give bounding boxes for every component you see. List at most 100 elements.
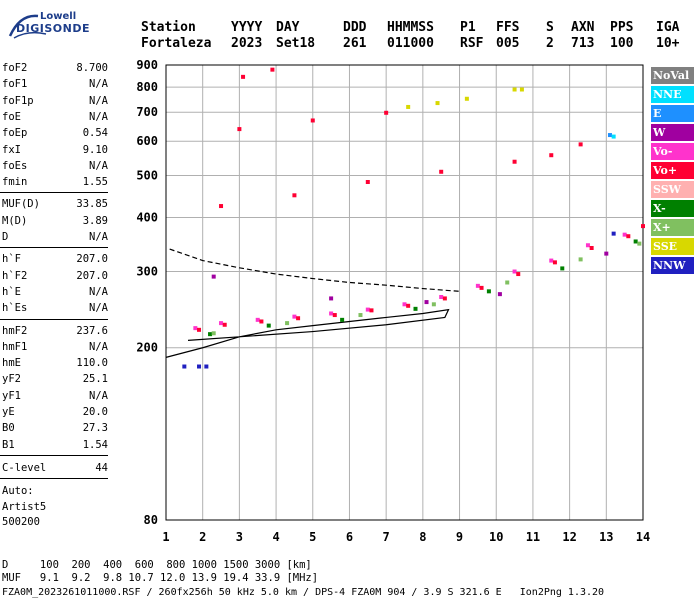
param-row: yF1 N/A [2, 389, 108, 403]
param-row: hmF2 237.6 [2, 324, 108, 338]
param-value: 110.0 [76, 357, 108, 370]
x-tick-label: 2 [199, 530, 206, 544]
header-value-3: 261 [343, 36, 367, 51]
header-value-8: 713 [571, 36, 595, 51]
param-value: 237.6 [76, 324, 108, 337]
param-row: foF1 N/A [2, 77, 108, 91]
header-label-1: YYYY [231, 20, 263, 35]
data-point-vo [479, 285, 484, 290]
param-name: h`Es [2, 302, 28, 315]
data-point-vo [310, 118, 315, 123]
param-row: yE 20.0 [2, 405, 108, 419]
data-point-w [329, 296, 334, 301]
data-point-nnw [182, 364, 187, 369]
data-point-sse [519, 87, 524, 92]
true-height-profile-line [165, 308, 450, 358]
y-tick-label: 500 [136, 168, 158, 182]
legend-item-e: E [651, 105, 694, 122]
data-point-vo [219, 321, 224, 326]
logo-line1: Lowell [40, 11, 77, 22]
data-point-vo [255, 317, 260, 322]
param-row: foE N/A [2, 110, 108, 124]
header-value-4: 011000 [387, 36, 434, 51]
data-point-vo [219, 204, 224, 209]
param-name: C-level [2, 461, 47, 474]
legend-item-x: X+ [651, 219, 694, 236]
x-tick-label: 14 [636, 530, 650, 544]
legend-item-vo: Vo+ [651, 162, 694, 179]
x-tick-label: 3 [236, 530, 243, 544]
param-row: foEp 0.54 [2, 126, 108, 140]
data-point-vo [626, 234, 631, 239]
x-tick-label: 6 [346, 530, 353, 544]
data-point-sse [512, 87, 517, 92]
param-separator [0, 454, 108, 456]
header-label-8: AXN [571, 20, 595, 35]
data-point-vo [365, 179, 370, 184]
autoscale-label: Auto: [2, 485, 34, 497]
data-point-vo [475, 283, 480, 288]
data-point-sse [464, 96, 469, 101]
x-tick-label: 9 [456, 530, 463, 544]
header-label-2: DAY [276, 20, 300, 35]
param-name: hmF1 [2, 340, 28, 353]
x-tick-label: 7 [383, 530, 390, 544]
param-row: D N/A [2, 230, 108, 244]
data-point-vo [406, 303, 411, 308]
data-point-vo [292, 193, 297, 198]
data-point-vo [512, 269, 517, 274]
data-point-x [285, 321, 290, 326]
param-name: MUF(D) [2, 198, 40, 211]
param-value: 44 [95, 461, 108, 474]
y-tick-label: 400 [136, 210, 158, 224]
header-label-7: S [546, 20, 554, 35]
param-row: h`Es N/A [2, 301, 108, 315]
header-value-7: 2 [546, 36, 554, 51]
y-tick-label: 700 [136, 105, 158, 119]
param-name: yF2 [2, 373, 21, 386]
header-label-5: P1 [460, 20, 476, 35]
data-point-vo [549, 258, 554, 263]
param-name: hmE [2, 357, 21, 370]
legend-item-noval: NoVal [651, 67, 694, 84]
param-name: foEs [2, 159, 28, 172]
param-name: D [2, 231, 9, 243]
x-tick-label: 1 [162, 530, 169, 544]
param-name: h`F2 [2, 269, 28, 282]
param-name: M(D) [2, 214, 28, 227]
header-label-4: HHMMSS [387, 20, 434, 35]
data-point-vo [241, 74, 246, 79]
data-point-x [431, 302, 436, 307]
data-point-vo [193, 326, 198, 331]
data-point-vo [329, 311, 334, 316]
header-value-10: 10+ [656, 36, 680, 51]
param-value: N/A [89, 110, 108, 123]
data-point-nnw [204, 364, 209, 369]
data-point-sse [435, 101, 440, 106]
param-row: MUF(D) 33.85 [2, 197, 108, 211]
param-name: hmF2 [2, 324, 28, 337]
plot-frame [165, 64, 644, 521]
header-label-0: Station [141, 20, 196, 35]
data-point-vo [237, 127, 242, 132]
x-tick-label: 10 [489, 530, 503, 544]
data-point-vo [516, 272, 521, 277]
autoscale-method: Artist5 [2, 501, 47, 513]
param-name: h`E [2, 285, 21, 298]
header-label-9: PPS [610, 20, 634, 35]
data-point-vo [369, 308, 374, 313]
header-value-5: RSF [460, 36, 484, 51]
data-point-vo [296, 316, 301, 321]
param-name: B0 [2, 422, 15, 435]
data-point-vo [439, 169, 444, 174]
x-tick-label: 11 [526, 530, 540, 544]
header-value-2: Set18 [276, 36, 316, 51]
data-point-x [505, 280, 510, 285]
y-tick-label: 200 [136, 341, 158, 355]
param-row: fmin 1.55 [2, 175, 108, 189]
data-point-x [266, 323, 271, 328]
param-name: foF1p [2, 94, 34, 107]
param-separator [0, 478, 108, 480]
header-label-3: DDD [343, 20, 367, 35]
data-point-vo [292, 314, 297, 319]
